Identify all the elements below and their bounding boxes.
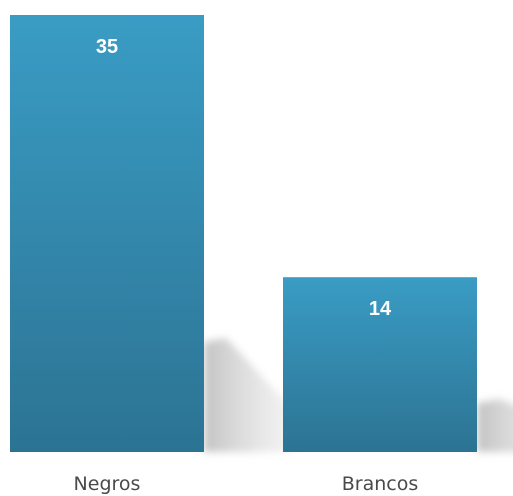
bar-brancos: [283, 277, 477, 452]
bar-shadow: [477, 399, 513, 452]
bar-negros: [10, 15, 204, 452]
bars-group: [10, 15, 477, 452]
value-label: 35: [96, 36, 118, 58]
category-label: Brancos: [342, 473, 419, 495]
category-label: Negros: [74, 473, 141, 495]
category-labels-group: Negros Brancos: [74, 473, 419, 495]
value-label: 14: [369, 298, 392, 320]
value-labels-group: 35 14: [96, 36, 392, 320]
